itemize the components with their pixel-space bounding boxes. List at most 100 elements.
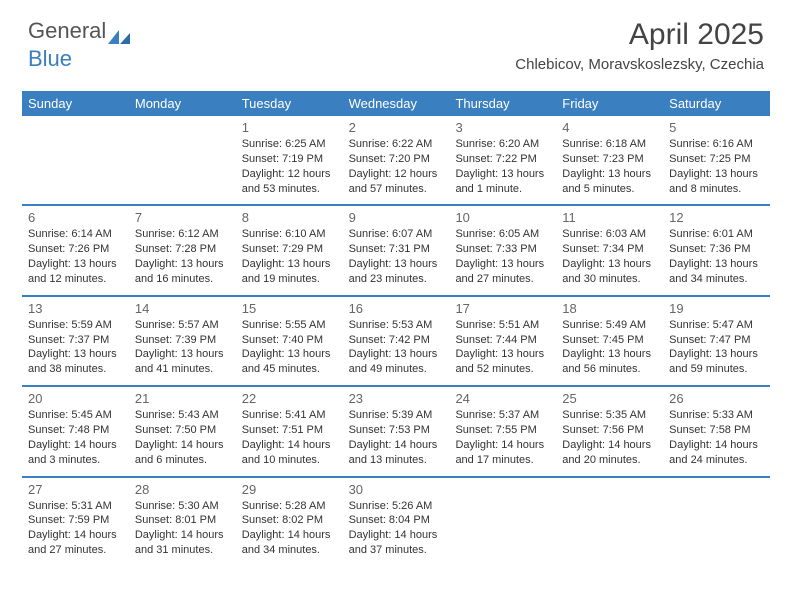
day-number: 22 [242,391,337,406]
title-block: April 2025 Chlebicov, Moravskoslezsky, C… [515,18,764,73]
sunset-text: Sunset: 7:34 PM [562,242,657,257]
dayhead-wed: Wednesday [343,91,450,116]
sunset-text: Sunset: 7:53 PM [349,423,444,438]
day-number: 28 [135,482,230,497]
week-row: 1Sunrise: 6:25 AMSunset: 7:19 PMDaylight… [22,116,770,206]
sunrise-text: Sunrise: 6:25 AM [242,137,337,152]
sunset-text: Sunset: 7:50 PM [135,423,230,438]
daylight-text: Daylight: 14 hours and 31 minutes. [135,528,230,558]
day-cell: 23 Sunrise: 5:39 AMSunset: 7:53 PMDayligh… [343,387,450,475]
sunrise-text: Sunrise: 6:22 AM [349,137,444,152]
daylight-text: Daylight: 12 hours and 57 minutes. [349,167,444,197]
day-cell: 5Sunrise: 6:16 AMSunset: 7:25 PMDaylight… [663,116,770,204]
sunrise-text: Sunrise: 5:53 AM [349,318,444,333]
empty-cell [663,478,770,566]
empty-cell [129,116,236,204]
daylight-text: Daylight: 13 hours and 12 minutes. [28,257,123,287]
daylight-text: Daylight: 13 hours and 52 minutes. [455,347,550,377]
week-row: 20Sunrise: 5:45 AMSunset: 7:48 PMDayligh… [22,387,770,477]
day-number: 10 [455,210,550,225]
day-cell: 1 Sunrise: 6:25 AMSunset: 7:19 PMDaylight… [236,116,343,204]
day-number: 2 [349,120,444,135]
day-number: 23 [349,391,444,406]
day-number: 17 [455,301,550,316]
sunset-text: Sunset: 7:33 PM [455,242,550,257]
sunrise-text: Sunrise: 6:05 AM [455,227,550,242]
daylight-text: Daylight: 14 hours and 27 minutes. [28,528,123,558]
daylight-text: Daylight: 13 hours and 27 minutes. [455,257,550,287]
sunset-text: Sunset: 7:59 PM [28,513,123,528]
sunrise-text: Sunrise: 5:45 AM [28,408,123,423]
day-cell: 27Sunrise: 5:31 AMSunset: 7:59 PMDayligh… [22,478,129,566]
day-number: 29 [242,482,337,497]
day-header-row: Sunday Monday Tuesday Wednesday Thursday… [22,91,770,116]
sunset-text: Sunset: 7:39 PM [135,333,230,348]
sunset-text: Sunset: 7:47 PM [669,333,764,348]
sunrise-text: Sunrise: 6:16 AM [669,137,764,152]
daylight-text: Daylight: 13 hours and 49 minutes. [349,347,444,377]
day-cell: 26Sunrise: 5:33 AMSunset: 7:58 PMDayligh… [663,387,770,475]
sunrise-text: Sunrise: 5:30 AM [135,499,230,514]
sunset-text: Sunset: 7:56 PM [562,423,657,438]
sunset-text: Sunset: 7:22 PM [455,152,550,167]
sunset-text: Sunset: 7:28 PM [135,242,230,257]
day-cell: 16Sunrise: 5:53 AMSunset: 7:42 PMDayligh… [343,297,450,385]
week-row: 27Sunrise: 5:31 AMSunset: 7:59 PMDayligh… [22,478,770,566]
sunset-text: Sunset: 7:31 PM [349,242,444,257]
sunset-text: Sunset: 7:40 PM [242,333,337,348]
logo-sail-icon [108,24,130,38]
day-cell: 28Sunrise: 5:30 AMSunset: 8:01 PMDayligh… [129,478,236,566]
daylight-text: Daylight: 14 hours and 24 minutes. [669,438,764,468]
calendar: Sunday Monday Tuesday Wednesday Thursday… [22,91,770,566]
sunrise-text: Sunrise: 6:14 AM [28,227,123,242]
sunrise-text: Sunrise: 5:33 AM [669,408,764,423]
daylight-text: Daylight: 13 hours and 5 minutes. [562,167,657,197]
daylight-text: Daylight: 14 hours and 37 minutes. [349,528,444,558]
dayhead-sat: Saturday [663,91,770,116]
sunset-text: Sunset: 7:29 PM [242,242,337,257]
day-number: 18 [562,301,657,316]
daylight-text: Daylight: 13 hours and 59 minutes. [669,347,764,377]
day-number: 1 [242,120,337,135]
day-cell: 22Sunrise: 5:41 AMSunset: 7:51 PMDayligh… [236,387,343,475]
sunset-text: Sunset: 7:42 PM [349,333,444,348]
day-number: 13 [28,301,123,316]
sunset-text: Sunset: 7:26 PM [28,242,123,257]
header: General April 2025 Chlebicov, Moravskosl… [0,0,792,81]
sunrise-text: Sunrise: 5:28 AM [242,499,337,514]
day-cell: 15Sunrise: 5:55 AMSunset: 7:40 PMDayligh… [236,297,343,385]
daylight-text: Daylight: 13 hours and 30 minutes. [562,257,657,287]
day-cell: 20Sunrise: 5:45 AMSunset: 7:48 PMDayligh… [22,387,129,475]
sunset-text: Sunset: 7:19 PM [242,152,337,167]
dayhead-fri: Friday [556,91,663,116]
daylight-text: Daylight: 14 hours and 34 minutes. [242,528,337,558]
day-cell: 2 Sunrise: 6:22 AMSunset: 7:20 PMDaylight… [343,116,450,204]
daylight-text: Daylight: 13 hours and 41 minutes. [135,347,230,377]
brand-part2: Blue [28,46,72,72]
day-number: 5 [669,120,764,135]
daylight-text: Daylight: 14 hours and 17 minutes. [455,438,550,468]
brand-part1: General [28,18,106,44]
sunset-text: Sunset: 7:36 PM [669,242,764,257]
sunset-text: Sunset: 7:25 PM [669,152,764,167]
empty-cell [22,116,129,204]
day-cell: 21Sunrise: 5:43 AMSunset: 7:50 PMDayligh… [129,387,236,475]
sunrise-text: Sunrise: 5:39 AM [349,408,444,423]
day-number: 9 [349,210,444,225]
day-number: 19 [669,301,764,316]
daylight-text: Daylight: 12 hours and 53 minutes. [242,167,337,197]
sunrise-text: Sunrise: 6:01 AM [669,227,764,242]
sunrise-text: Sunrise: 6:10 AM [242,227,337,242]
sunrise-text: Sunrise: 5:51 AM [455,318,550,333]
empty-cell [449,478,556,566]
day-cell: 7Sunrise: 6:12 AMSunset: 7:28 PMDaylight… [129,206,236,294]
sunrise-text: Sunrise: 5:26 AM [349,499,444,514]
day-number: 27 [28,482,123,497]
day-cell: 30Sunrise: 5:26 AMSunset: 8:04 PMDayligh… [343,478,450,566]
sunset-text: Sunset: 7:20 PM [349,152,444,167]
daylight-text: Daylight: 14 hours and 6 minutes. [135,438,230,468]
sunrise-text: Sunrise: 5:49 AM [562,318,657,333]
sunset-text: Sunset: 7:23 PM [562,152,657,167]
sunrise-text: Sunrise: 6:18 AM [562,137,657,152]
daylight-text: Daylight: 14 hours and 13 minutes. [349,438,444,468]
